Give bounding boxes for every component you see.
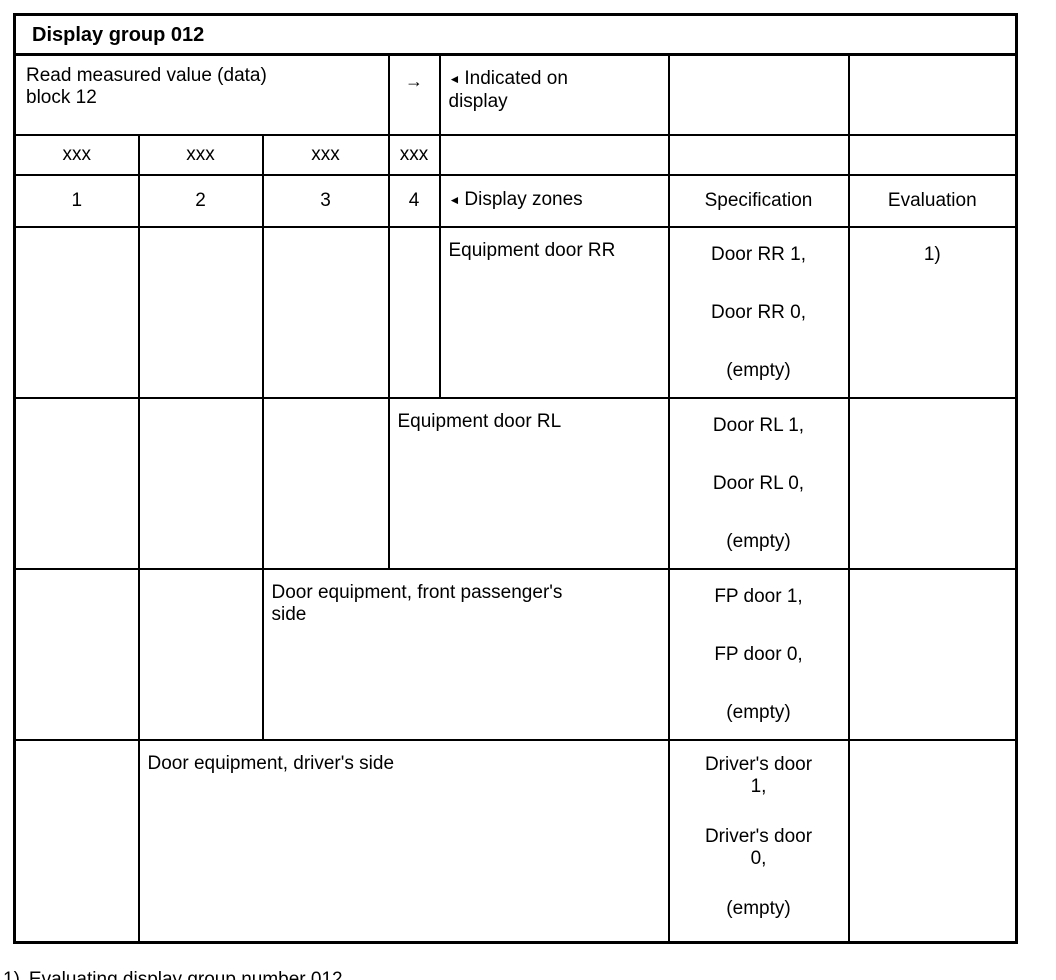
table-row: Door equipment, front passenger's side F… [13,567,1018,741]
evaluation-cell [847,396,1018,570]
placeholder-cell-3: xxx [261,133,390,176]
table-row: Door equipment, driver's side Driver's d… [13,738,1018,944]
arrow-cell: → [387,53,441,136]
placeholder-row: xxx xxx xxx xxx [13,133,1018,176]
table-row: Equipment door RR Door RR 1, Door RR 0, … [13,225,1018,399]
zone-number-1: 1 [13,173,140,228]
zone-label-cell: Equipment door RL [387,396,670,570]
indicated-on-display-cell: ◄ Indicated on display [438,53,670,136]
evaluation-cell: 1) [847,225,1018,399]
zone-label-cell: Door equipment, front passenger's side [261,567,670,741]
read-measured-label: Read measured value (data) block 12 [26,65,267,108]
footnote-text: Evaluating display group number 012 [28,969,343,980]
empty-cell [847,53,1018,136]
display-zones-header-cell: ◄ Display zones [438,173,670,228]
empty-cell [667,53,850,136]
empty-cell [13,738,140,944]
empty-cell [438,133,670,176]
specification-cell: FP door 1, FP door 0, (empty) [667,567,850,741]
spec-line: Door RR 0, [710,301,807,323]
spec-line: Door RR 1, [710,243,807,265]
column-header-row: 1 2 3 4 ◄ Display zones Specification Eva… [13,173,1018,228]
read-measured-cell: Read measured value (data) block 12 [13,53,390,136]
zone-number-4: 4 [387,173,441,228]
specification-cell: Driver's door 1, Driver's door 0, (empty… [667,738,850,944]
empty-cell [13,225,140,399]
empty-cell [261,396,390,570]
evaluation-cell [847,738,1018,944]
table-title-row: Display group 012 [13,13,1018,56]
spec-line: (empty) [726,530,791,552]
empty-cell [387,225,441,399]
zone-number-3: 3 [261,173,390,228]
zone-label-cell: Door equipment, driver's side [137,738,670,944]
footnote-marker: 1) [3,969,20,980]
empty-cell [13,567,140,741]
zone-label-cell: Equipment door RR [438,225,670,399]
footnote: 1) Evaluating display group number 012 [3,968,1056,980]
spec-line: Door RL 1, [712,414,805,436]
indicated-on-display-label: Indicated on display [448,68,568,112]
empty-cell [137,567,264,741]
evaluation-header: Evaluation [847,173,1018,228]
empty-cell [667,133,850,176]
right-arrow-icon: → [405,71,423,91]
placeholder-cell-2: xxx [137,133,264,176]
spec-line: FP door 0, [714,643,803,665]
display-zones-label: Display zones [464,189,583,210]
specification-header: Specification [667,173,850,228]
left-pointer-icon: ◄ [448,72,461,86]
empty-cell [13,396,140,570]
spec-line: Driver's door 1, [704,753,813,797]
placeholder-cell-1: xxx [13,133,140,176]
spec-line: FP door 1, [714,585,803,607]
spec-line: (empty) [726,897,791,919]
table-row: Equipment door RL Door RL 1, Door RL 0, … [13,396,1018,570]
empty-cell [261,225,390,399]
display-group-table: Display group 012 Read measured value (d… [13,13,1019,944]
zone-number-2: 2 [137,173,264,228]
specification-cell: Door RR 1, Door RR 0, (empty) [667,225,850,399]
spec-line: Driver's door 0, [704,825,813,869]
spec-line: (empty) [726,701,791,723]
empty-cell [137,225,264,399]
spec-line: (empty) [726,359,791,381]
specification-cell: Door RL 1, Door RL 0, (empty) [667,396,850,570]
spec-line: Door RL 0, [712,472,805,494]
zone-label: Door equipment, front passenger's side [271,581,563,625]
evaluation-cell [847,567,1018,741]
empty-cell [137,396,264,570]
left-pointer-icon: ◄ [448,193,461,207]
read-measured-row: Read measured value (data) block 12 → ◄ I… [13,53,1018,136]
placeholder-cell-4: xxx [387,133,441,176]
table-title: Display group 012 [13,13,1018,56]
empty-cell [847,133,1018,176]
